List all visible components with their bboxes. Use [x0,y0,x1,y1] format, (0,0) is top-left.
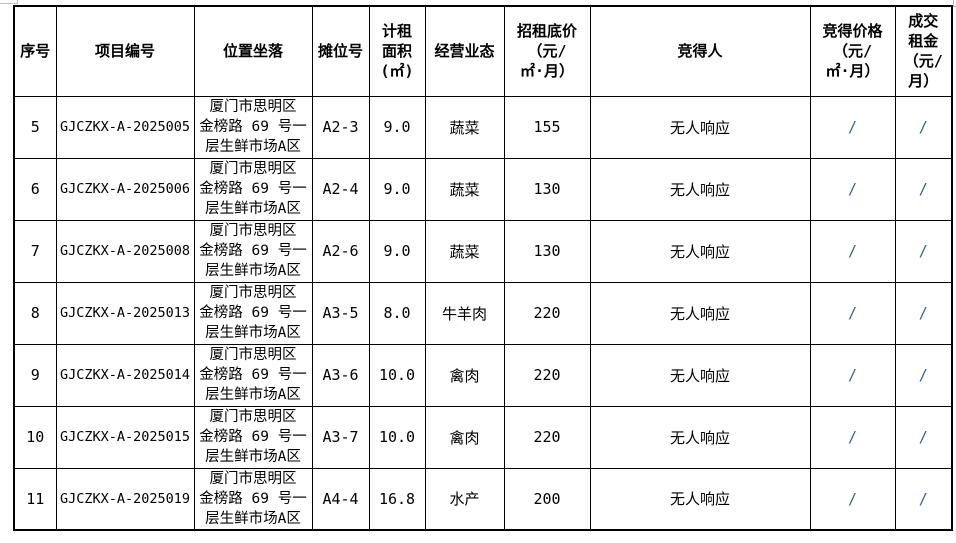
header-stall-number: 摊位号 [311,5,370,97]
cell-base-price: 220 [503,281,591,345]
cell-business-type: 蔬菜 [424,157,505,221]
table-row: 10 GJCZKX-A-2025015 厦门市思明区 金榜路 69 号一 层生鲜… [13,405,953,469]
cell-seq: 7 [13,219,57,283]
cell-winner: 无人响应 [589,281,811,345]
cell-winning-price: / [809,281,896,345]
cell-stall-number: A2-3 [311,95,370,159]
cell-winner: 无人响应 [589,405,811,469]
cell-base-price: 200 [503,467,591,531]
rental-auction-results-table: 序号 项目编号 位置坐落 摊位号 计租 面积 (㎡) 经营业态 招租底价 （元/… [13,5,953,531]
cell-deal-rent: / [894,343,953,407]
cell-base-price: 220 [503,405,591,469]
cell-base-price: 130 [503,157,591,221]
cell-project-number: GJCZKX-A-2025014 [55,343,195,407]
gridline-fragment-top-right-vertical [953,0,954,7]
cell-location: 厦门市思明区 金榜路 69 号一 层生鲜市场A区 [193,219,313,283]
cell-seq: 5 [13,95,57,159]
cell-seq: 6 [13,157,57,221]
cell-winning-price: / [809,467,896,531]
cell-rental-area: 10.0 [368,343,426,407]
cell-rental-area: 10.0 [368,405,426,469]
cell-location: 厦门市思明区 金榜路 69 号一 层生鲜市场A区 [193,95,313,159]
cell-rental-area: 16.8 [368,467,426,531]
cell-location: 厦门市思明区 金榜路 69 号一 层生鲜市场A区 [193,157,313,221]
table-header: 序号 项目编号 位置坐落 摊位号 计租 面积 (㎡) 经营业态 招租底价 （元/… [13,5,953,97]
cell-location: 厦门市思明区 金榜路 69 号一 层生鲜市场A区 [193,281,313,345]
cell-stall-number: A3-6 [311,343,370,407]
cell-seq: 10 [13,405,57,469]
header-project-number: 项目编号 [55,5,195,97]
cell-base-price: 130 [503,219,591,283]
cell-stall-number: A3-5 [311,281,370,345]
header-business-type: 经营业态 [424,5,505,97]
cell-winner: 无人响应 [589,95,811,159]
cell-project-number: GJCZKX-A-2025006 [55,157,195,221]
cell-winner: 无人响应 [589,219,811,283]
cell-project-number: GJCZKX-A-2025005 [55,95,195,159]
cell-stall-number: A3-7 [311,405,370,469]
cell-location: 厦门市思明区 金榜路 69 号一 层生鲜市场A区 [193,467,313,531]
cell-business-type: 水产 [424,467,505,531]
cell-deal-rent: / [894,95,953,159]
table-row: 6 GJCZKX-A-2025006 厦门市思明区 金榜路 69 号一 层生鲜市… [13,157,953,221]
table-body: 5 GJCZKX-A-2025005 厦门市思明区 金榜路 69 号一 层生鲜市… [13,95,953,531]
cell-stall-number: A2-6 [311,219,370,283]
cell-deal-rent: / [894,281,953,345]
table-row: 9 GJCZKX-A-2025014 厦门市思明区 金榜路 69 号一 层生鲜市… [13,343,953,407]
cell-deal-rent: / [894,157,953,221]
cell-stall-number: A2-4 [311,157,370,221]
header-location: 位置坐落 [193,5,313,97]
cell-rental-area: 8.0 [368,281,426,345]
cell-winning-price: / [809,405,896,469]
table-row: 7 GJCZKX-A-2025008 厦门市思明区 金榜路 69 号一 层生鲜市… [13,219,953,283]
cell-business-type: 禽肉 [424,343,505,407]
header-winning-price: 竞得价格 （元/ ㎡·月） [809,5,896,97]
gridline-fragment-top-left-horizontal [0,3,18,4]
cell-business-type: 牛羊肉 [424,281,505,345]
cell-seq: 11 [13,467,57,531]
cell-project-number: GJCZKX-A-2025019 [55,467,195,531]
gridline-fragment-top-left-vertical [17,0,18,4]
cell-winning-price: / [809,95,896,159]
cell-project-number: GJCZKX-A-2025008 [55,219,195,283]
cell-seq: 8 [13,281,57,345]
cell-winning-price: / [809,219,896,283]
cell-deal-rent: / [894,405,953,469]
cell-business-type: 蔬菜 [424,95,505,159]
cell-project-number: GJCZKX-A-2025015 [55,405,195,469]
header-deal-rent: 成交 租金 （元/ 月） [894,5,953,97]
cell-seq: 9 [13,343,57,407]
cell-base-price: 155 [503,95,591,159]
table-row: 11 GJCZKX-A-2025019 厦门市思明区 金榜路 69 号一 层生鲜… [13,467,953,531]
cell-business-type: 禽肉 [424,405,505,469]
cell-rental-area: 9.0 [368,157,426,221]
cell-stall-number: A4-4 [311,467,370,531]
header-rental-area: 计租 面积 (㎡) [368,5,426,97]
cell-deal-rent: / [894,467,953,531]
header-base-price: 招租底价 （元/ ㎡·月） [503,5,591,97]
cell-base-price: 220 [503,343,591,407]
cell-winner: 无人响应 [589,157,811,221]
cell-business-type: 蔬菜 [424,219,505,283]
cell-location: 厦门市思明区 金榜路 69 号一 层生鲜市场A区 [193,405,313,469]
cell-winner: 无人响应 [589,343,811,407]
header-row: 序号 项目编号 位置坐落 摊位号 计租 面积 (㎡) 经营业态 招租底价 （元/… [13,5,953,97]
cell-location: 厦门市思明区 金榜路 69 号一 层生鲜市场A区 [193,343,313,407]
cell-winner: 无人响应 [589,467,811,531]
table-row: 8 GJCZKX-A-2025013 厦门市思明区 金榜路 69 号一 层生鲜市… [13,281,953,345]
cell-rental-area: 9.0 [368,219,426,283]
cell-winning-price: / [809,343,896,407]
cell-project-number: GJCZKX-A-2025013 [55,281,195,345]
cell-winning-price: / [809,157,896,221]
table-row: 5 GJCZKX-A-2025005 厦门市思明区 金榜路 69 号一 层生鲜市… [13,95,953,159]
cell-rental-area: 9.0 [368,95,426,159]
cell-deal-rent: / [894,219,953,283]
header-winner: 竞得人 [589,5,811,97]
header-seq: 序号 [13,5,57,97]
